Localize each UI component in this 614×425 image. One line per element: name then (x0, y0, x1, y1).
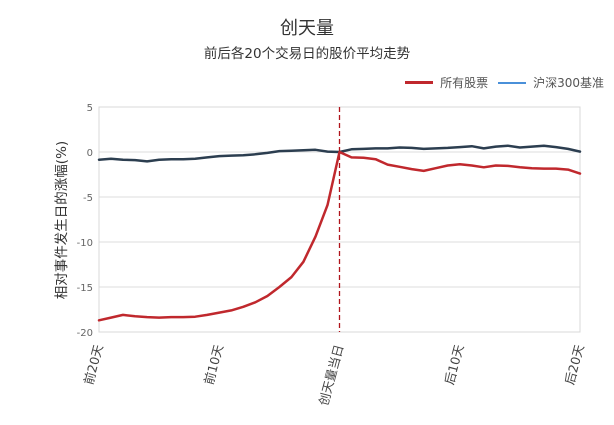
legend-item-hs300[interactable]: 沪深300基准 (498, 74, 604, 91)
y-tick-label: -20 (77, 328, 93, 339)
x-tick-label: 创天量当日 (316, 343, 347, 407)
legend-label-hs300: 沪深300基准 (533, 76, 604, 90)
legend-item-all-stocks[interactable]: 所有股票 (405, 74, 488, 91)
y-tick-label: 5 (87, 103, 93, 114)
series-all-stocks-line[interactable] (97, 150, 582, 322)
x-tick-label: 后20天 (562, 342, 587, 386)
legend: 所有股票 沪深300基准 (395, 74, 604, 91)
y-tick-label: -5 (83, 193, 93, 204)
y-tick-label: -15 (77, 283, 93, 294)
y-axis-ticks: 5 0 -5 -10 -15 -20 (77, 103, 93, 339)
x-tick-label: 前10天 (201, 342, 226, 386)
x-tick-label: 后10天 (442, 342, 467, 386)
legend-swatch-hs300 (498, 81, 527, 84)
y-tick-label: 0 (87, 148, 93, 159)
chart-title: 创天量 (280, 18, 334, 39)
chart-subtitle: 前后各20个交易日的股价平均走势 (203, 46, 411, 62)
legend-swatch-all-stocks (405, 81, 434, 84)
legend-label-all-stocks: 所有股票 (440, 76, 489, 90)
series-lines (97, 144, 582, 322)
y-tick-label: -10 (77, 238, 93, 249)
x-axis-ticks: 前20天 前10天 创天量当日 后10天 后20天 (81, 342, 587, 407)
x-tick-label: 前20天 (81, 342, 106, 386)
